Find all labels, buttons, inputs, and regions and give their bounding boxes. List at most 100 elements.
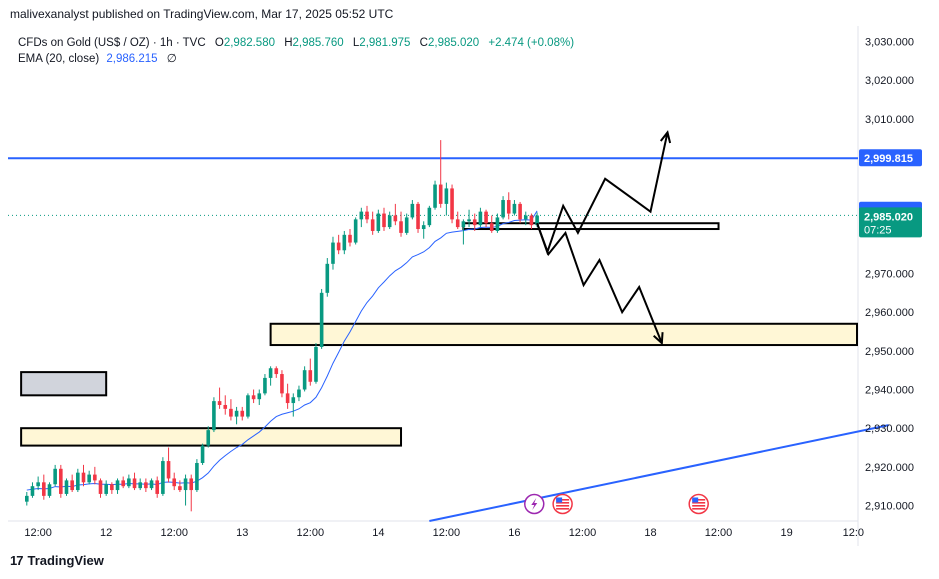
candle-body[interactable] — [421, 225, 426, 230]
candle-body[interactable] — [535, 215, 539, 226]
candle-body[interactable] — [178, 486, 182, 491]
candle-body[interactable] — [53, 468, 57, 485]
candle-body[interactable] — [506, 200, 511, 214]
candle-body[interactable] — [302, 370, 307, 390]
zone-gray-left[interactable] — [20, 371, 108, 397]
candle-body[interactable] — [110, 484, 114, 491]
candle-body[interactable] — [87, 474, 91, 483]
candle-body[interactable] — [47, 484, 52, 496]
candle-body[interactable] — [81, 472, 86, 483]
candle-body[interactable] — [331, 242, 335, 264]
candle-body[interactable] — [240, 410, 245, 417]
candle-body[interactable] — [359, 211, 364, 220]
candle-body[interactable] — [274, 368, 279, 375]
candle-body[interactable] — [25, 495, 29, 502]
rising-trendline[interactable] — [429, 424, 889, 522]
candle-body[interactable] — [155, 480, 160, 494]
candle-body[interactable] — [342, 234, 347, 251]
price-chart[interactable]: 2,910.000 2,920.000 2,930.000 2,940.000 2,95… — [8, 26, 928, 546]
candle-body[interactable] — [489, 223, 494, 231]
candle-body[interactable] — [416, 203, 420, 230]
candle-body[interactable] — [138, 482, 142, 489]
candle-body[interactable] — [314, 346, 318, 382]
candle-body[interactable] — [348, 234, 352, 243]
us-flag-event-icon[interactable] — [552, 493, 573, 515]
candle-body[interactable] — [70, 480, 74, 491]
candle-body[interactable] — [263, 377, 267, 394]
us-flag-event-icon[interactable] — [688, 493, 709, 515]
candle-body[interactable] — [529, 215, 534, 226]
candle-body[interactable] — [161, 461, 165, 494]
candle-body[interactable] — [280, 374, 284, 394]
candle-body[interactable] — [212, 401, 216, 431]
candle-body[interactable] — [30, 486, 35, 496]
candle-body[interactable] — [297, 389, 301, 398]
candle-body[interactable] — [234, 410, 239, 417]
candle-body[interactable] — [399, 221, 403, 233]
candle-body[interactable] — [450, 188, 454, 220]
candle-body[interactable] — [36, 482, 40, 487]
candle-body[interactable] — [444, 188, 449, 204]
candle-body[interactable] — [512, 203, 517, 214]
candle-body[interactable] — [325, 263, 330, 293]
candle-body[interactable] — [149, 480, 154, 489]
candle-body[interactable] — [251, 395, 256, 400]
candle-body[interactable] — [183, 478, 188, 491]
candle-body[interactable] — [291, 397, 296, 404]
candle-body[interactable] — [484, 211, 488, 224]
chart-frame[interactable]: 2,910.000 2,920.000 2,930.000 2,940.000 2,95… — [8, 26, 928, 546]
candle-body[interactable] — [217, 401, 222, 405]
candle-body[interactable] — [365, 211, 369, 220]
candle-body[interactable] — [229, 408, 233, 417]
candle-body[interactable] — [523, 215, 528, 220]
candle-body[interactable] — [257, 393, 262, 400]
ema-label[interactable]: EMA (20, close) — [18, 53, 100, 65]
candle-body[interactable] — [115, 480, 120, 491]
candle-body[interactable] — [121, 480, 125, 487]
candle-body[interactable] — [472, 219, 477, 226]
candle-body[interactable] — [410, 203, 415, 218]
zone-demand-middle[interactable] — [269, 322, 858, 347]
candle-body[interactable] — [393, 215, 398, 222]
zone-demand-lower[interactable] — [20, 427, 403, 447]
candle-body[interactable] — [195, 462, 199, 491]
candle-body[interactable] — [246, 395, 250, 417]
candle-body[interactable] — [495, 217, 500, 231]
candle-body[interactable] — [144, 482, 148, 489]
candle-body[interactable] — [438, 184, 443, 204]
candle-body[interactable] — [76, 472, 80, 491]
candle-body[interactable] — [172, 478, 177, 487]
candle-body[interactable] — [382, 213, 386, 228]
candle-body[interactable] — [285, 393, 290, 404]
candle-body[interactable] — [455, 219, 460, 228]
candle-body[interactable] — [353, 219, 358, 243]
candle-body[interactable] — [98, 480, 103, 494]
candle-body[interactable] — [461, 221, 466, 228]
candle-body[interactable] — [319, 292, 324, 347]
candle-body[interactable] — [166, 461, 171, 479]
candle-body[interactable] — [127, 478, 131, 487]
symbol-name[interactable]: CFDs on Gold (US$ / OZ) · 1h · TVC — [18, 37, 206, 49]
candle-body[interactable] — [478, 211, 483, 226]
candle-body[interactable] — [64, 480, 69, 494]
candle-body[interactable] — [93, 474, 97, 481]
candle-body[interactable] — [336, 242, 341, 251]
candle-body[interactable] — [132, 478, 137, 489]
candle-body[interactable] — [206, 430, 211, 446]
bearish-projection-arrow[interactable] — [536, 222, 663, 344]
candle-body[interactable] — [467, 219, 471, 222]
candle-body[interactable] — [223, 404, 228, 409]
footer-brand[interactable]: 17 TradingView — [10, 553, 104, 568]
candle-body[interactable] — [370, 219, 375, 231]
candle-body[interactable] — [42, 482, 46, 496]
candle-body[interactable] — [404, 217, 409, 233]
candle-body[interactable] — [104, 484, 108, 494]
candle-body[interactable] — [501, 200, 505, 218]
candle-body[interactable] — [433, 184, 437, 208]
candle-body[interactable] — [518, 203, 522, 220]
candle-body[interactable] — [387, 215, 392, 228]
candle-body[interactable] — [59, 468, 63, 494]
candle-body[interactable] — [376, 213, 381, 231]
candle-body[interactable] — [268, 368, 273, 378]
candle-body[interactable] — [200, 445, 205, 463]
